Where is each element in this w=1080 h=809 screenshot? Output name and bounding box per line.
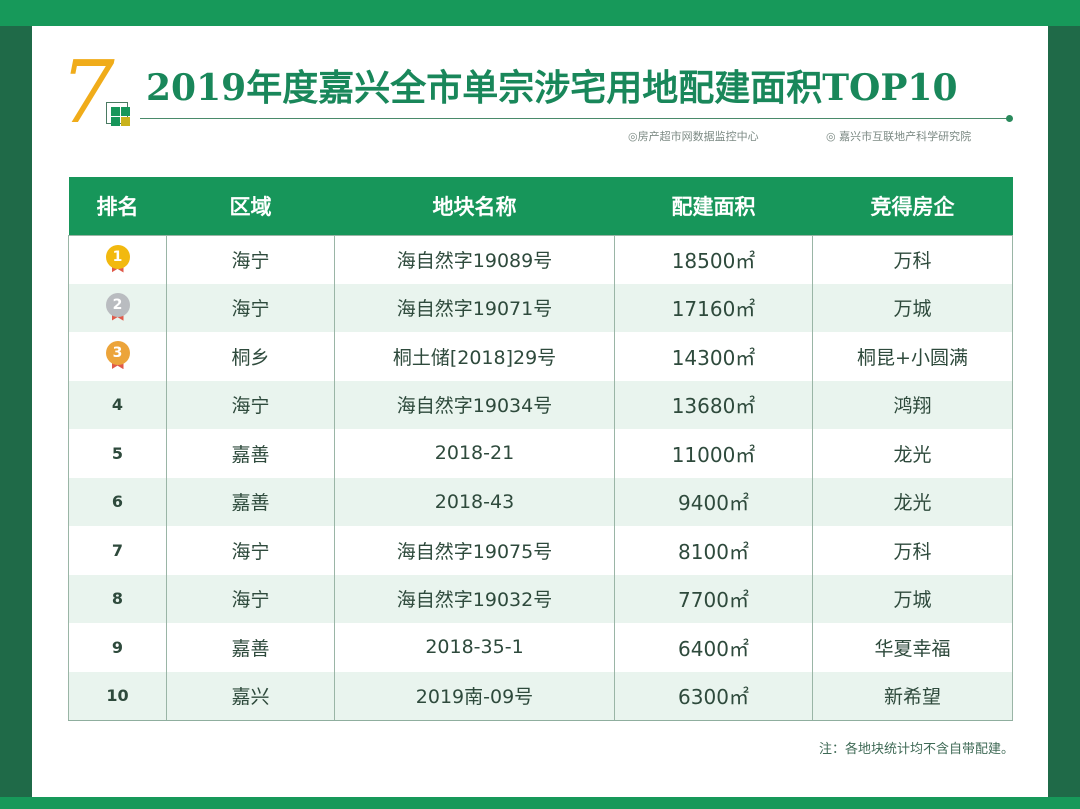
size-cell: 6400㎡ xyxy=(614,623,813,672)
table-header-row: 排名 区域 地块名称 配建面积 竞得房企 xyxy=(68,177,1013,235)
top-frame-band xyxy=(0,0,1080,26)
developer-cell: 桐昆+小圆满 xyxy=(812,332,1013,381)
rank-cell: 9 xyxy=(68,623,167,672)
size-cell: 8100㎡ xyxy=(614,526,813,575)
rank-cell: 1 xyxy=(68,235,167,284)
rank-cell: 6 xyxy=(68,477,167,526)
rank-cell: 3 xyxy=(68,332,167,381)
area-cell: 桐乡 xyxy=(166,332,335,381)
plot-cell: 海自然字19032号 xyxy=(334,574,615,623)
developer-cell: 新希望 xyxy=(812,671,1013,721)
area-cell: 海宁 xyxy=(166,380,335,429)
table-row: 3 桐乡 桐土储[2018]29号 14300㎡ 桐昆+小圆满 xyxy=(68,332,1013,381)
developer-cell: 鸿翔 xyxy=(812,380,1013,429)
table-row: 7 海宁 海自然字19075号 8100㎡ 万科 xyxy=(68,526,1013,575)
size-cell: 9400㎡ xyxy=(614,477,813,526)
bottom-frame-band xyxy=(0,797,1080,809)
size-cell: 13680㎡ xyxy=(614,380,813,429)
size-cell: 7700㎡ xyxy=(614,574,813,623)
col-header-area: 区域 xyxy=(166,177,335,235)
page-title: 2019年度嘉兴全市单宗涉宅用地配建面积TOP10 xyxy=(146,67,958,109)
area-cell: 嘉善 xyxy=(166,623,335,672)
table-row: 2 海宁 海自然字19071号 17160㎡ 万城 xyxy=(68,283,1013,332)
area-cell: 嘉善 xyxy=(166,477,335,526)
developer-cell: 华夏幸福 xyxy=(812,623,1013,672)
area-cell: 海宁 xyxy=(166,235,335,284)
divider-dot xyxy=(1006,115,1013,122)
area-cell: 海宁 xyxy=(166,574,335,623)
rank-cell: 7 xyxy=(68,526,167,575)
plot-cell: 2018-43 xyxy=(334,477,615,526)
plot-cell: 海自然字19089号 xyxy=(334,235,615,284)
section-number: 7 xyxy=(60,43,115,143)
size-cell: 6300㎡ xyxy=(614,671,813,721)
source-1: ◎房产超市网数据监控中心 xyxy=(628,130,759,143)
bronze-medal-icon: 3 xyxy=(105,341,130,371)
plot-cell: 海自然字19034号 xyxy=(334,380,615,429)
table-row: 6 嘉善 2018-43 9400㎡ 龙光 xyxy=(68,477,1013,526)
area-cell: 海宁 xyxy=(166,526,335,575)
source-2: ◎ 嘉兴市互联地产科学研究院 xyxy=(826,130,972,143)
silver-medal-icon: 2 xyxy=(105,292,130,323)
size-cell: 18500㎡ xyxy=(614,235,813,284)
footnote: 注：各地块统计均不含自带配建。 xyxy=(818,742,1014,757)
ranking-table: 排名 区域 地块名称 配建面积 竞得房企 1 海宁 海自然字19089号 185… xyxy=(68,177,1013,721)
table-row: 1 海宁 海自然字19089号 18500㎡ 万科 xyxy=(68,235,1013,284)
area-cell: 海宁 xyxy=(166,283,335,332)
grid-logo-icon xyxy=(106,102,132,128)
col-header-developer: 竞得房企 xyxy=(812,177,1013,235)
table-row: 4 海宁 海自然字19034号 13680㎡ 鸿翔 xyxy=(68,380,1013,429)
plot-cell: 2019南-09号 xyxy=(334,671,615,721)
developer-cell: 万科 xyxy=(812,235,1013,284)
area-cell: 嘉善 xyxy=(166,429,335,478)
col-header-rank: 排名 xyxy=(68,177,167,235)
developer-cell: 万城 xyxy=(812,283,1013,332)
table-row: 9 嘉善 2018-35-1 6400㎡ 华夏幸福 xyxy=(68,623,1013,672)
size-cell: 14300㎡ xyxy=(614,332,813,381)
rank-cell: 4 xyxy=(68,380,167,429)
gold-medal-icon: 1 xyxy=(105,244,130,275)
size-cell: 17160㎡ xyxy=(614,283,813,332)
plot-cell: 桐土储[2018]29号 xyxy=(334,332,615,381)
plot-cell: 2018-21 xyxy=(334,429,615,478)
col-header-plot: 地块名称 xyxy=(334,177,615,235)
rank-cell: 10 xyxy=(68,671,167,721)
area-cell: 嘉兴 xyxy=(166,671,335,721)
col-header-size: 配建面积 xyxy=(614,177,813,235)
plot-cell: 海自然字19071号 xyxy=(334,283,615,332)
plot-cell: 2018-35-1 xyxy=(334,623,615,672)
developer-cell: 龙光 xyxy=(812,477,1013,526)
table-row: 8 海宁 海自然字19032号 7700㎡ 万城 xyxy=(68,574,1013,623)
table-row: 10 嘉兴 2019南-09号 6300㎡ 新希望 xyxy=(68,671,1013,721)
developer-cell: 龙光 xyxy=(812,429,1013,478)
rank-cell: 8 xyxy=(68,574,167,623)
rank-cell: 2 xyxy=(68,283,167,332)
table-row: 5 嘉善 2018-21 11000㎡ 龙光 xyxy=(68,429,1013,478)
title-divider xyxy=(140,118,1010,119)
developer-cell: 万科 xyxy=(812,526,1013,575)
size-cell: 11000㎡ xyxy=(614,429,813,478)
developer-cell: 万城 xyxy=(812,574,1013,623)
rank-cell: 5 xyxy=(68,429,167,478)
plot-cell: 海自然字19075号 xyxy=(334,526,615,575)
